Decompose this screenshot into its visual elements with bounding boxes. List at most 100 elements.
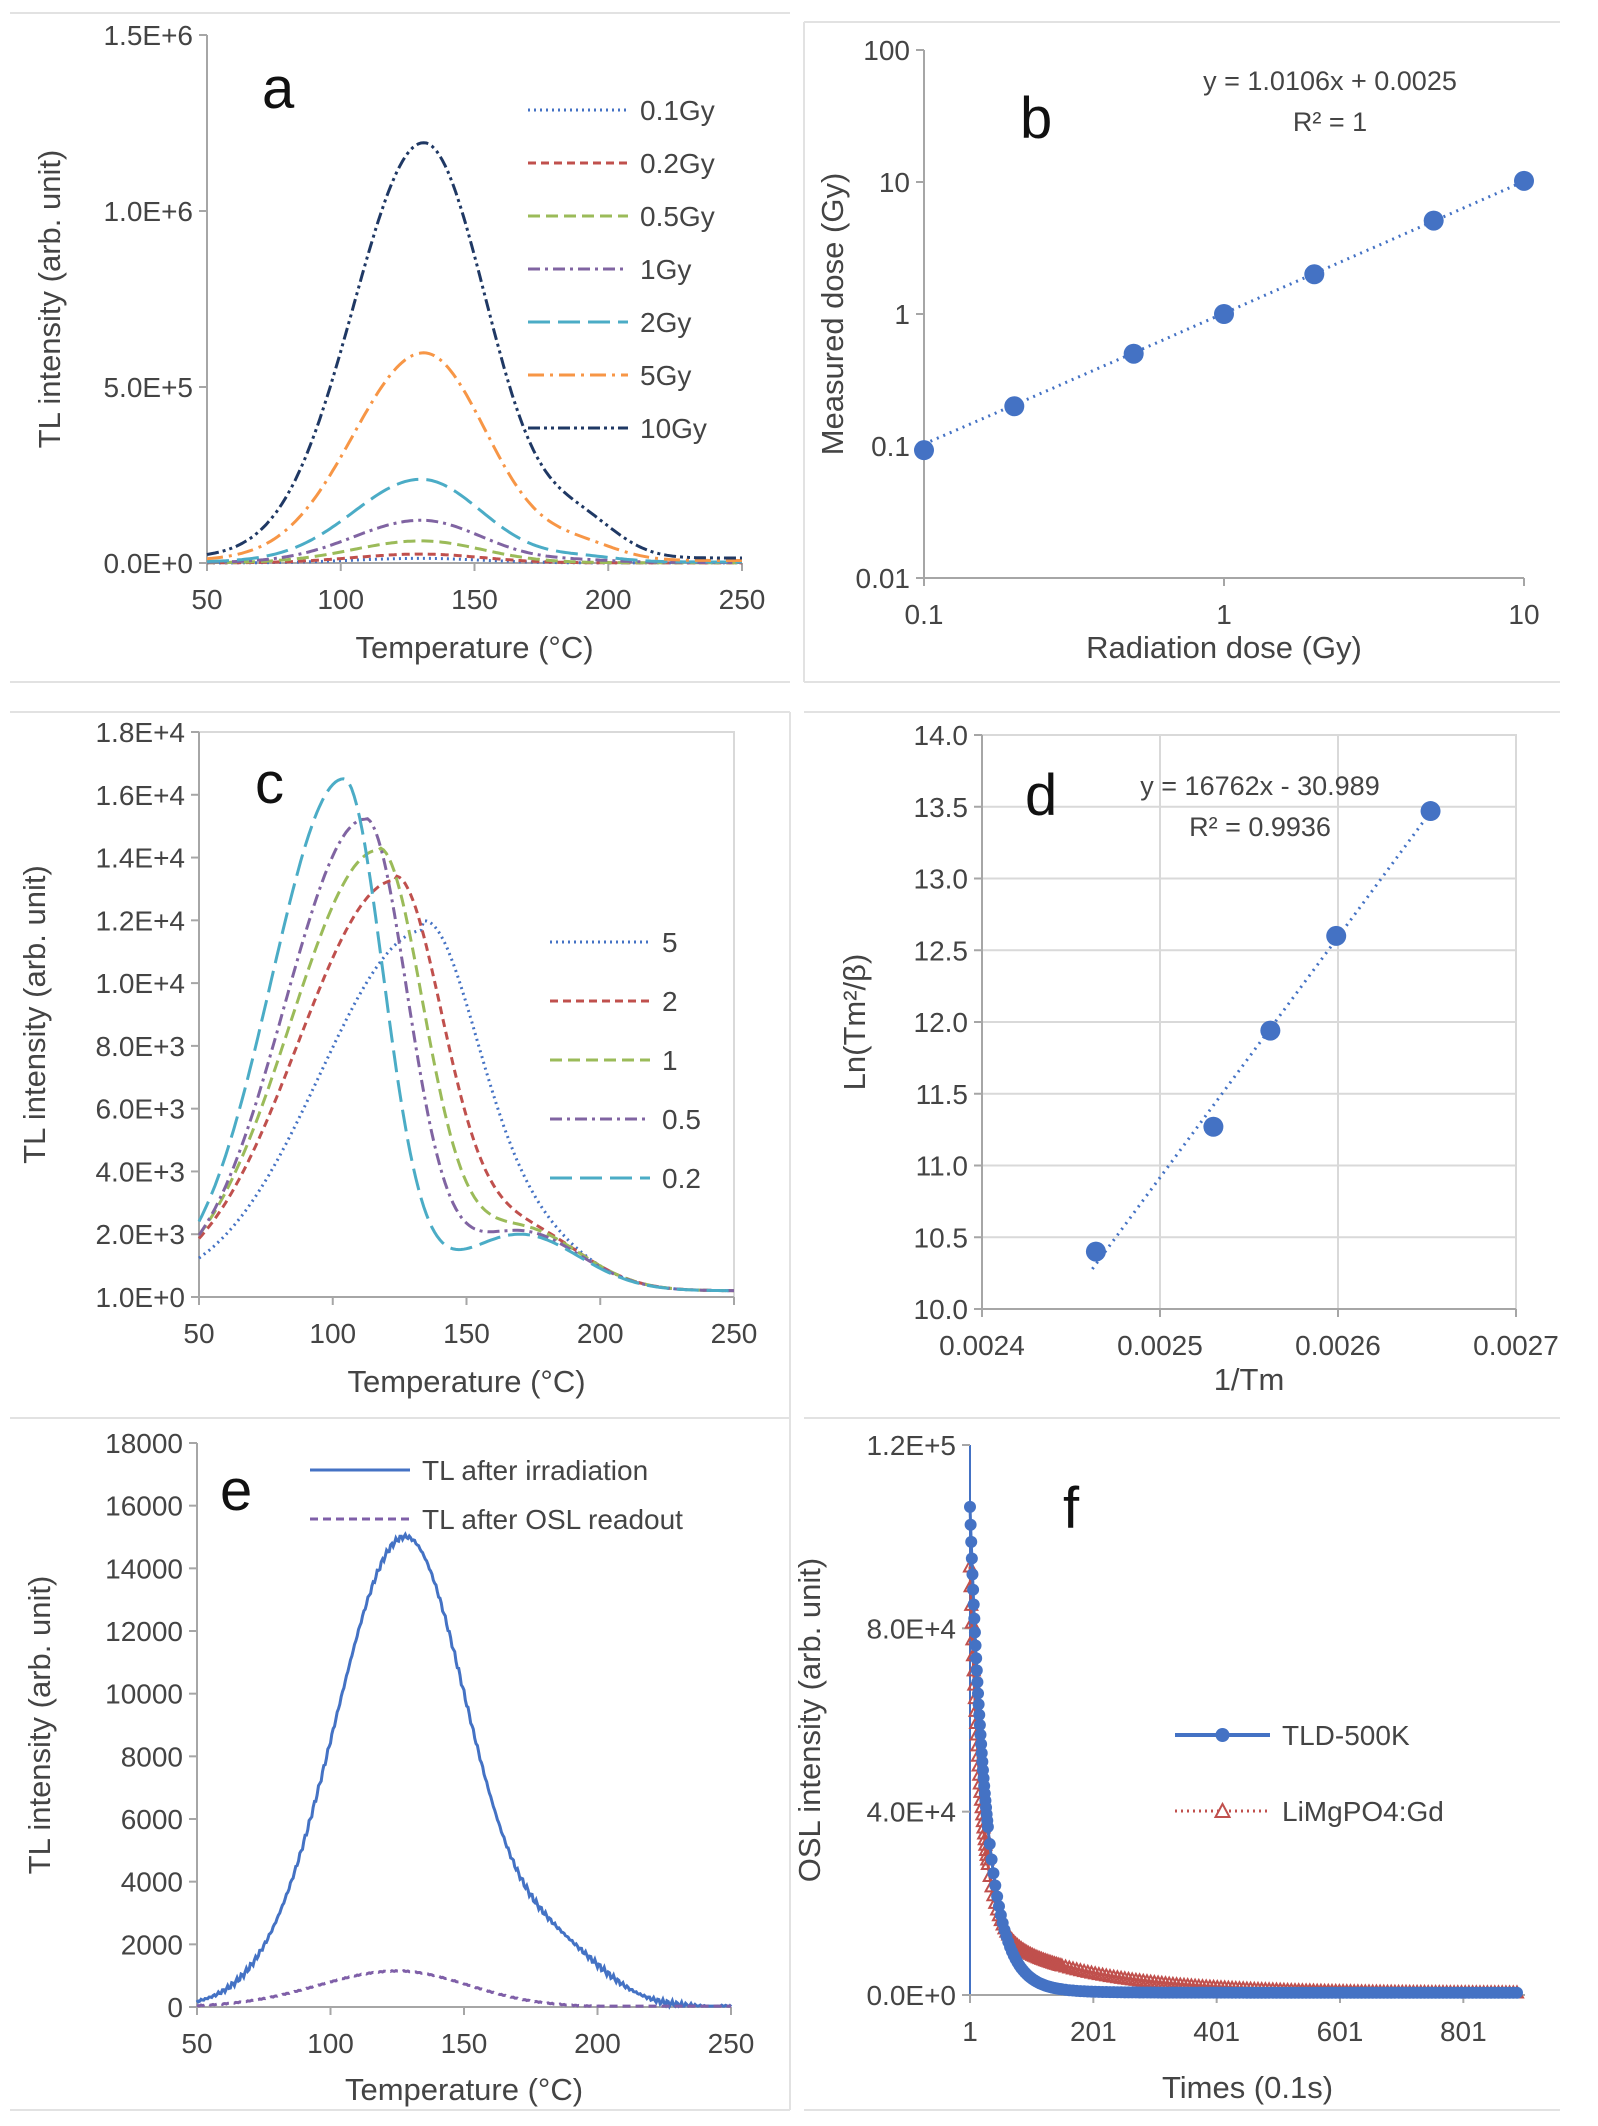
- legend: TLD-500K LiMgPO4:Gd: [1175, 1720, 1444, 1827]
- data-point: [969, 1639, 982, 1652]
- series-line-5Gy: [206, 351, 742, 562]
- legend-label: 1: [662, 1045, 678, 1076]
- data-point: [1004, 396, 1025, 417]
- x-tick-label: 1: [1216, 599, 1232, 630]
- legend-label: 0.5Gy: [640, 201, 715, 232]
- y-tick-label: 0.0E+0: [103, 548, 193, 579]
- data-point: [964, 1518, 977, 1531]
- x-tick-label: 1: [962, 2016, 978, 2047]
- x-axis-title: Temperature (°C): [345, 2072, 583, 2107]
- y-tick-label: 13.0: [914, 864, 969, 895]
- data-point: [966, 1568, 979, 1581]
- x-tick-label: 50: [181, 2028, 212, 2059]
- y-tick-label: 10.5: [914, 1222, 969, 1253]
- y-tick-label: 12000: [105, 1616, 183, 1647]
- y-tick-label: 4.0E+4: [866, 1797, 956, 1828]
- data-point: [974, 1728, 987, 1741]
- legend-label: 2Gy: [640, 307, 691, 338]
- legend-label: 0.1Gy: [640, 95, 715, 126]
- chart-c: 1.0E+0 2.0E+3 4.0E+3 6.0E+3 8.0E+3 1.0E+4 1.2E…: [17, 717, 757, 1399]
- y-tick-label: 2.0E+3: [95, 1219, 185, 1250]
- legend-label: LiMgPO4:Gd: [1282, 1796, 1444, 1827]
- legend-label: 10Gy: [640, 413, 707, 444]
- x-tick-label: 250: [708, 2028, 755, 2059]
- y-tick-label: 1: [894, 299, 910, 330]
- panel-separators: [10, 12, 1560, 2111]
- axes: 0.0E+0 4.0E+4 8.0E+4 1.2E+5 1 201 401 601 801 Tim…: [792, 1430, 1525, 2105]
- data-point: [967, 1583, 980, 1596]
- legend-label: TL after irradiation: [422, 1455, 648, 1486]
- y-tick-label: 10000: [105, 1679, 183, 1710]
- x-tick-label: 201: [1070, 2016, 1117, 2047]
- legend-item: 0.2Gy: [528, 148, 715, 179]
- panel-label: e: [220, 1458, 252, 1523]
- y-axis-title: Measured dose (Gy): [815, 173, 850, 456]
- x-tick-label: 200: [574, 2028, 621, 2059]
- series-line-10Gy: [206, 141, 742, 560]
- data-point: [1260, 1020, 1281, 1041]
- y-tick-label: 1.5E+6: [103, 20, 193, 51]
- legend: 5 2 1 0.5 0.2: [550, 927, 701, 1194]
- data-point: [964, 1500, 976, 1513]
- panel-label: b: [1020, 86, 1052, 151]
- data-point: [914, 440, 934, 461]
- legend-label: 2: [662, 986, 678, 1017]
- series-group: [195, 1531, 733, 2010]
- legend-label: 0.2Gy: [640, 148, 715, 179]
- series-line-0.5: [197, 817, 734, 1293]
- data-point: [987, 1867, 1000, 1880]
- data-point: [1326, 925, 1347, 946]
- x-axis-title: Temperature (°C): [347, 1364, 585, 1399]
- y-tick-label: 10.0: [914, 1294, 969, 1325]
- legend-item: 5Gy: [528, 360, 691, 391]
- x-tick-label: 10: [1508, 599, 1539, 630]
- chart-f: 0.0E+0 4.0E+4 8.0E+4 1.2E+5 1 201 401 601 801 Tim…: [792, 1430, 1525, 2105]
- y-tick-label: 1.0E+6: [103, 196, 193, 227]
- data-point: [970, 1652, 983, 1665]
- x-tick-label: 100: [309, 1318, 356, 1349]
- series-line-1: [196, 1968, 731, 2008]
- y-tick-label: 4000: [121, 1867, 183, 1898]
- panel-label: f: [1063, 1476, 1080, 1541]
- chart-e: 0 2000 4000 6000 8000 10000 12000 14000 16000 180…: [22, 1428, 754, 2107]
- x-tick-label: 401: [1193, 2016, 1240, 2047]
- data-point: [1420, 801, 1441, 822]
- x-tick-label: 200: [577, 1318, 624, 1349]
- y-tick-label: 1.6E+4: [95, 780, 185, 811]
- y-tick-label: 2000: [121, 1929, 183, 1960]
- data-point: [1019, 1943, 1035, 1958]
- y-tick-label: 14000: [105, 1553, 183, 1584]
- equation: y = 1.0106x + 0.0025: [1203, 66, 1457, 96]
- x-axis-title: 1/Tm: [1214, 1362, 1285, 1397]
- data-point: [1214, 304, 1234, 324]
- x-tick-label: 150: [451, 584, 498, 615]
- x-tick-label: 0.1: [905, 599, 944, 630]
- data-point: [968, 1612, 981, 1625]
- y-axis-title: OSL intensity (arb. unit): [792, 1558, 827, 1883]
- x-tick-label: 150: [443, 1318, 490, 1349]
- legend-item: 0.5: [550, 1104, 701, 1135]
- legend-label: TL after OSL readout: [422, 1504, 683, 1535]
- legend-item: 2: [550, 986, 678, 1017]
- series-group: [206, 141, 742, 565]
- y-tick-label: 8.0E+4: [866, 1613, 956, 1644]
- r-squared: R² = 0.9936: [1189, 812, 1331, 842]
- axes: 0 2000 4000 6000 8000 10000 12000 14000 16000 180…: [22, 1428, 754, 2107]
- y-tick-label: 4.0E+3: [95, 1156, 185, 1187]
- y-tick-label: 1.2E+4: [95, 905, 185, 936]
- axes: 1.0E+0 2.0E+3 4.0E+3 6.0E+3 8.0E+3 1.0E+4 1.2E…: [17, 717, 757, 1399]
- data-point: [973, 1708, 986, 1721]
- y-tick-label: 1.8E+4: [95, 717, 185, 748]
- x-axis-title: Radiation dose (Gy): [1086, 630, 1362, 665]
- y-axis-title: TL intensity (arb. unit): [17, 865, 52, 1164]
- legend-item: 2Gy: [528, 307, 691, 338]
- x-tick-label: 0.0025: [1117, 1330, 1203, 1361]
- chart-d: 10.0 10.5 11.0 11.5 12.0 12.5 13.0 13.5 14.0 0.00…: [837, 720, 1559, 1397]
- legend-item: TLD-500K: [1175, 1720, 1410, 1751]
- y-tick-label: 5.0E+5: [103, 372, 193, 403]
- data-point: [965, 1535, 978, 1548]
- data-point: [1123, 343, 1144, 364]
- legend-item: 10Gy: [528, 413, 707, 444]
- x-tick-label: 0.0027: [1473, 1330, 1559, 1361]
